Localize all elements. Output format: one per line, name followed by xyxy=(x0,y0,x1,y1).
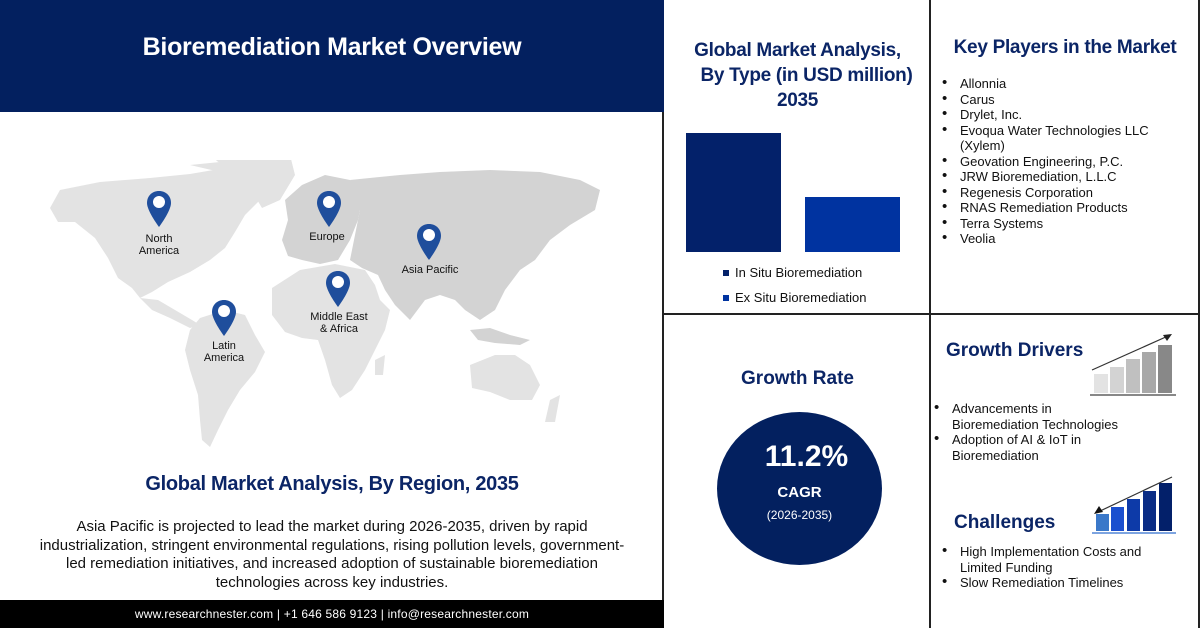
region-label-europe: Europe xyxy=(309,231,345,243)
world-map: North America Europe Asia Pacific Middle … xyxy=(40,155,600,460)
list-item: Carus xyxy=(942,91,1192,108)
map-pin-icon xyxy=(326,271,350,307)
list-item: Slow Remediation Timelines xyxy=(942,574,1182,591)
region-panel: Bioremediation Market Overview xyxy=(0,0,664,628)
list-item: Veolia xyxy=(942,230,1192,247)
list-item: Geovation Engineering, P.C. xyxy=(942,153,1192,170)
rising-bar-chart-icon xyxy=(1090,334,1176,396)
list-item: High Implementation Costs and Limited Fu… xyxy=(942,543,1182,575)
key-players-title: Key Players in the Market xyxy=(953,37,1177,58)
legend-in-situ: In Situ Bioremediation xyxy=(723,265,862,280)
list-item: Drylet, Inc. xyxy=(942,106,1192,123)
region-label-north-america: North America xyxy=(138,233,180,257)
challenges-title: Challenges xyxy=(954,512,1056,533)
growth-drivers-list: Advancements in Bioremediation Technolog… xyxy=(934,400,1184,463)
overview-header: Bioremediation Market Overview xyxy=(0,0,664,112)
legend-label: Ex Situ Bioremediation xyxy=(735,290,867,305)
key-players-list: Allonnia Carus Drylet, Inc. Evoqua Water… xyxy=(942,75,1192,247)
cagr-value: 11.2% xyxy=(764,440,849,473)
list-item: Terra Systems xyxy=(942,215,1192,232)
divider xyxy=(1198,0,1200,628)
cagr-period: (2026-2035) xyxy=(766,508,833,522)
legend-ex-situ: Ex Situ Bioremediation xyxy=(723,290,867,305)
map-pin-icon xyxy=(417,224,441,260)
list-item: Regenesis Corporation xyxy=(942,184,1192,201)
growth-drivers-title: Growth Drivers xyxy=(946,340,1084,361)
list-item: RNAS Remediation Products xyxy=(942,199,1192,216)
bar-ex-situ xyxy=(805,197,900,252)
region-section-title: Global Market Analysis, By Region, 2035 xyxy=(145,473,519,495)
divider xyxy=(664,313,1200,315)
region-description: Asia Pacific is projected to lead the ma… xyxy=(39,518,625,591)
world-map-icon xyxy=(50,155,600,447)
region-label-asia-pacific: Asia Pacific xyxy=(401,264,459,276)
map-pin-icon xyxy=(212,300,236,336)
challenges-list: High Implementation Costs and Limited Fu… xyxy=(942,543,1182,591)
map-pin-icon xyxy=(147,191,171,227)
region-label-middle-east-africa: Middle East & Africa xyxy=(310,311,368,335)
page-title: Bioremediation Market Overview xyxy=(142,32,522,61)
list-item: JRW Bioremediation, L.L.C xyxy=(942,168,1192,185)
falling-trend-bar-chart-icon xyxy=(1092,476,1176,534)
legend-swatch-icon xyxy=(723,294,729,301)
contact-footer: www.researchnester.com | +1 646 586 9123… xyxy=(0,600,664,628)
list-item: Allonnia xyxy=(942,75,1192,92)
cagr-circle: 11.2% CAGR (2026-2035) xyxy=(717,412,882,565)
list-item: Evoqua Water Technologies LLC (Xylem) xyxy=(942,122,1192,154)
list-item: Adoption of AI & IoT in Bioremediation xyxy=(934,431,1184,463)
growth-rate-title: Growth Rate xyxy=(741,368,854,389)
type-chart-title: Global Market Analysis, By Type (in USD … xyxy=(694,40,913,111)
bar-in-situ xyxy=(686,133,781,252)
region-label-latin-america: Latin America xyxy=(203,340,245,364)
cagr-label: CAGR xyxy=(777,484,822,501)
list-item: Advancements in Bioremediation Technolog… xyxy=(934,400,1184,432)
map-pin-icon xyxy=(317,191,341,227)
legend-label: In Situ Bioremediation xyxy=(735,265,863,280)
legend-swatch-icon xyxy=(723,269,729,276)
